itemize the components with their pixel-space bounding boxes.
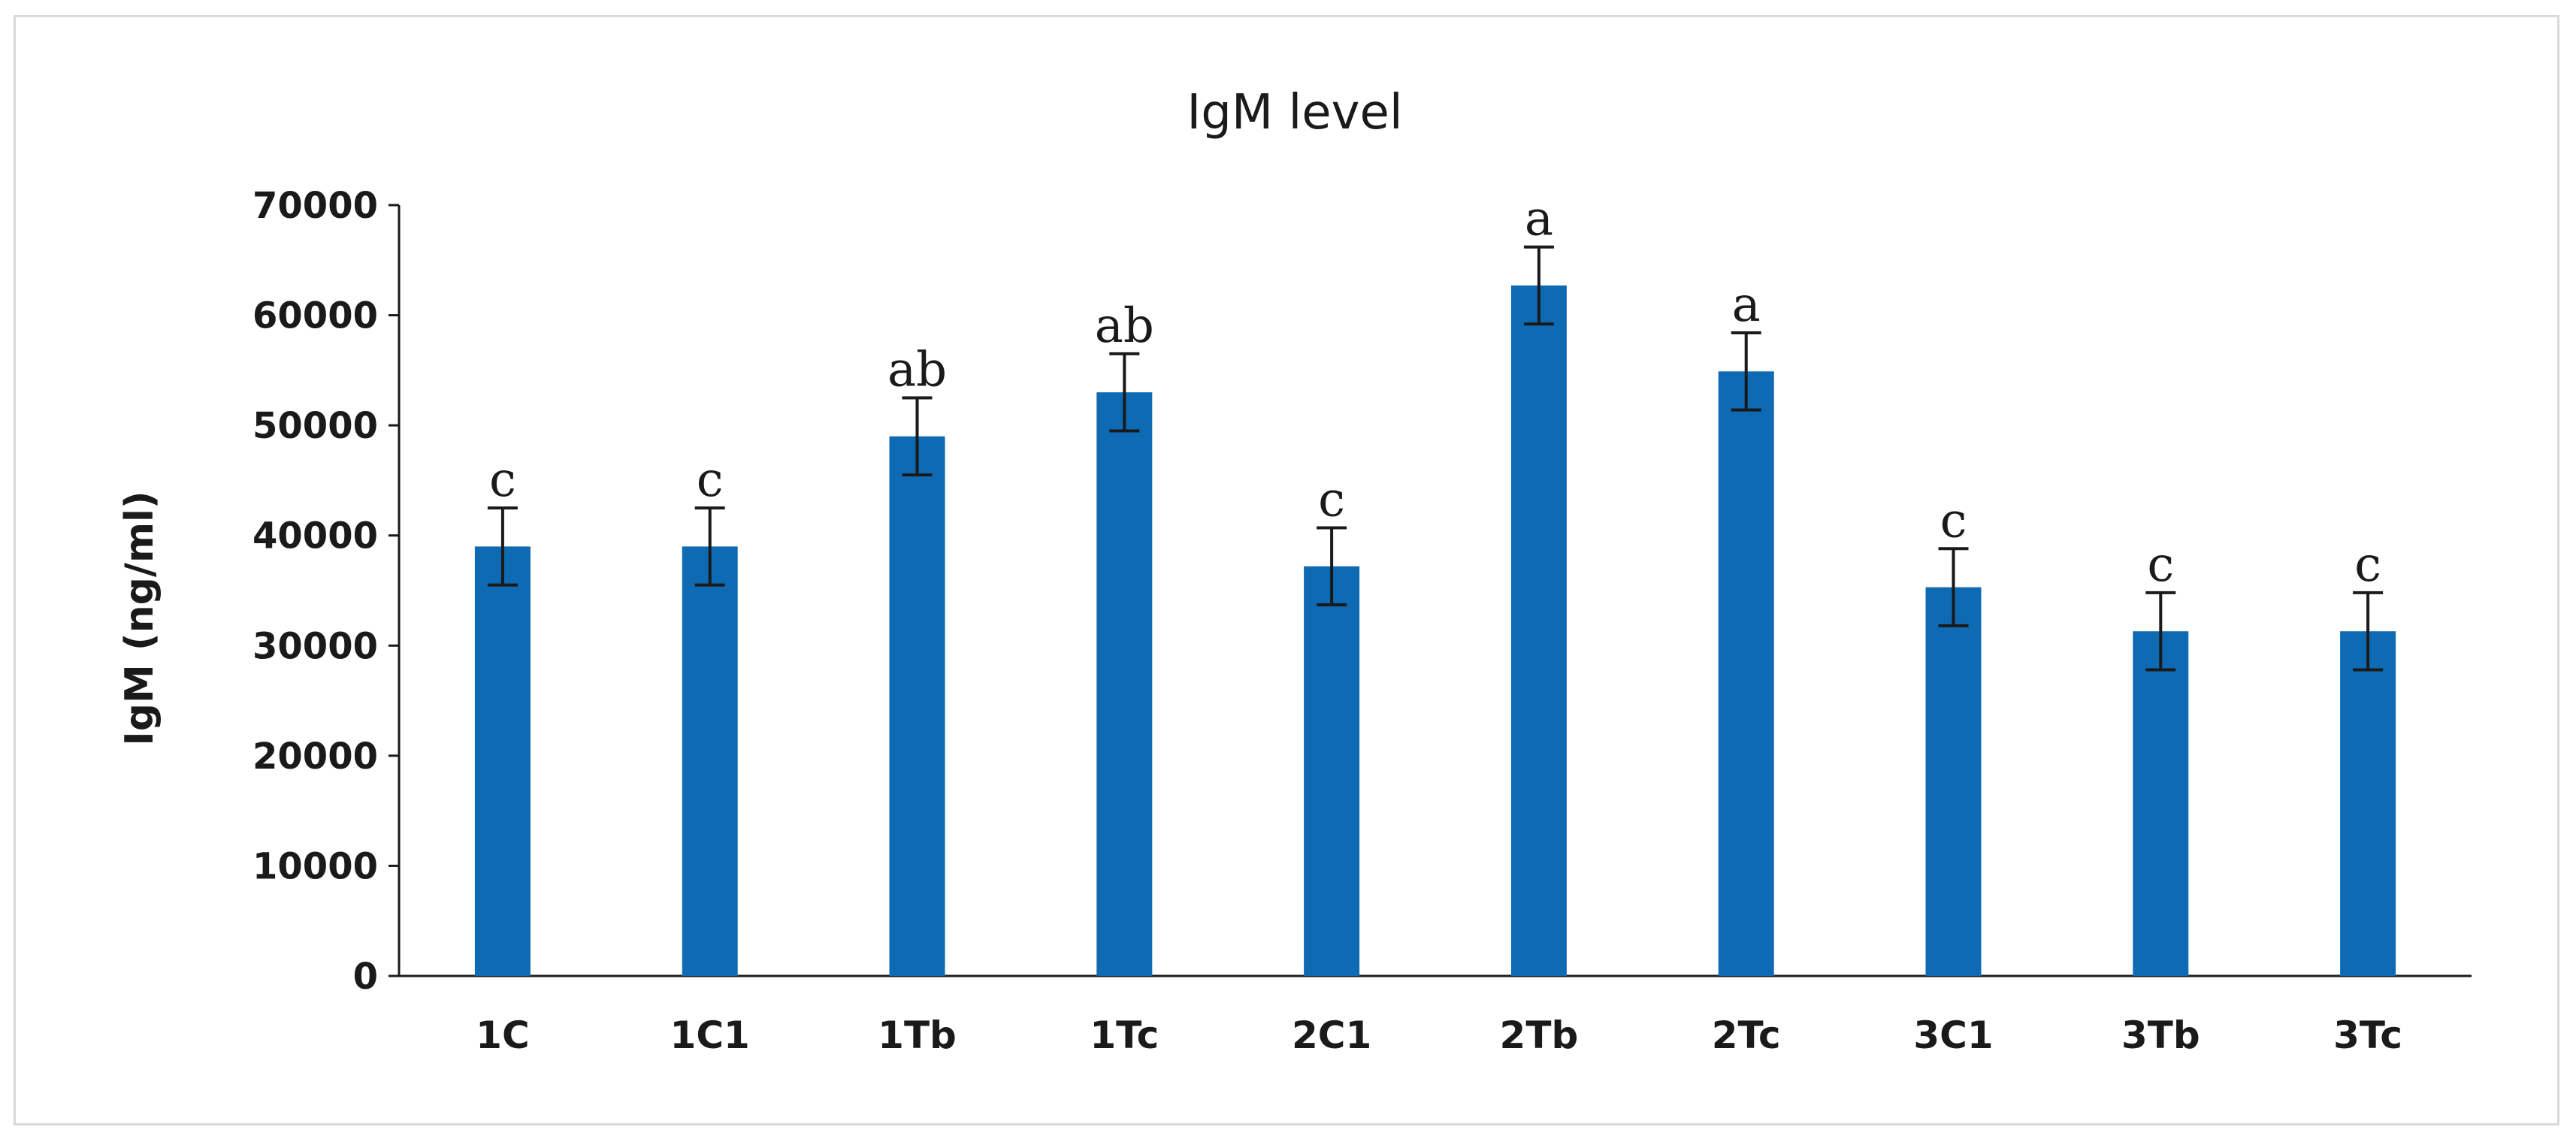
- x-axis-ticks: 1C 1C1 1Tb 1Tc 2C1 2Tb 2Tc 3C1 3Tb 3Tc: [476, 1014, 2402, 1057]
- y-axis-ticks: 0 10000 20000 30000 40000 50000 60000 70000: [252, 185, 399, 998]
- y-tick-label: 30000: [252, 625, 378, 667]
- y-tick-label: 40000: [252, 515, 378, 557]
- bar-1tc: [1096, 392, 1152, 976]
- significance-label-1tb: ab: [887, 343, 947, 398]
- x-tick-label-3tb: 3Tb: [2121, 1014, 2200, 1057]
- x-tick-label-1tb: 1Tb: [878, 1014, 957, 1057]
- significance-label-1c1: c: [697, 452, 724, 508]
- bar-1tb: [890, 437, 945, 976]
- y-tick-label: 60000: [252, 295, 378, 337]
- bar-2c1: [1304, 566, 1359, 976]
- x-tick-label-1c: 1C: [476, 1014, 529, 1057]
- significance-labels: c c ab ab c a a c c c: [489, 192, 2381, 593]
- bar-2tb: [1511, 285, 1567, 976]
- y-tick-label: 70000: [252, 185, 378, 227]
- error-bars: [488, 247, 2383, 670]
- significance-label-3c1: c: [1940, 493, 1967, 548]
- y-tick-label: 50000: [252, 405, 378, 447]
- significance-label-3tc: c: [2354, 537, 2381, 593]
- bar-1c1: [682, 546, 738, 976]
- x-tick-label-1tc: 1Tc: [1090, 1014, 1159, 1057]
- igm-bar-chart: IgM level IgM (ng/ml) 0 10000 20000 30000 40…: [16, 17, 2562, 1128]
- bar-1c: [475, 546, 531, 976]
- bar-3tc: [2340, 631, 2396, 976]
- bar-2tc: [1719, 371, 1774, 976]
- significance-label-1c: c: [489, 452, 516, 508]
- x-tick-label-2tc: 2Tc: [1712, 1014, 1781, 1057]
- x-tick-label-1c1: 1C1: [670, 1014, 750, 1057]
- y-tick-label: 20000: [252, 736, 378, 778]
- chart-title: IgM level: [1187, 85, 1402, 140]
- y-tick-label: 0: [353, 956, 378, 998]
- significance-label-2c1: c: [1318, 472, 1345, 527]
- x-tick-label-3tc: 3Tc: [2333, 1014, 2402, 1057]
- chart-frame: IgM level IgM (ng/ml) 0 10000 20000 30000 40…: [14, 15, 2559, 1125]
- y-tick-label: 10000: [252, 845, 378, 887]
- bars: [475, 285, 2396, 976]
- significance-label-2tc: a: [1732, 277, 1761, 333]
- x-tick-label-3c1: 3C1: [1913, 1014, 1993, 1057]
- significance-label-1tc: ab: [1095, 298, 1154, 354]
- bar-3c1: [1926, 588, 1982, 976]
- significance-label-3tb: c: [2147, 537, 2174, 593]
- bar-3tb: [2133, 631, 2188, 976]
- significance-label-2tb: a: [1525, 192, 1553, 247]
- x-tick-label-2c1: 2C1: [1292, 1014, 1371, 1057]
- y-axis-label: IgM (ng/ml): [117, 491, 162, 745]
- x-tick-label-2tb: 2Tb: [1500, 1014, 1579, 1057]
